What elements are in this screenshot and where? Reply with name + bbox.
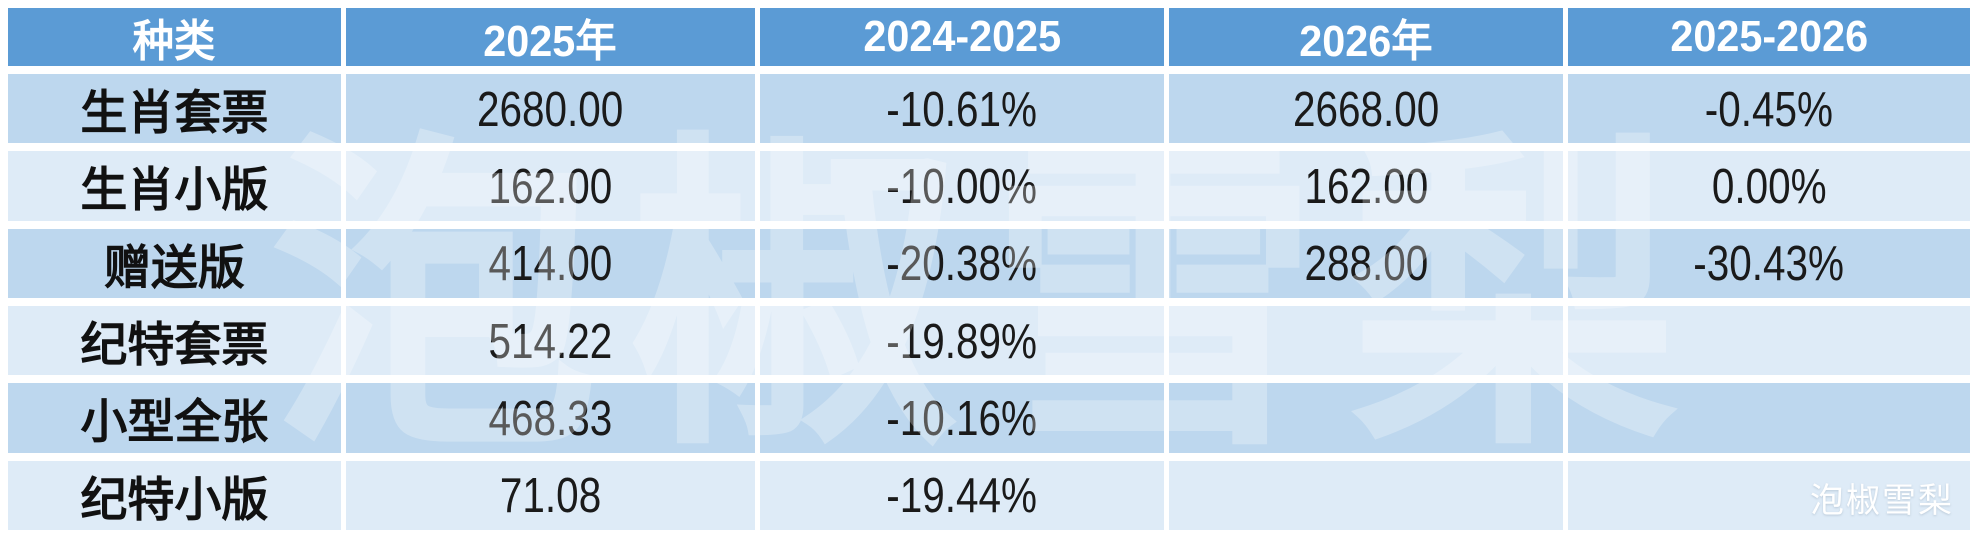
cell-2026-value	[1168, 460, 1563, 530]
column-header-2024-2025: 2024-2025	[759, 8, 1164, 66]
row-category: 纪特套票	[8, 306, 341, 376]
cell-value: 514.22	[488, 313, 613, 369]
row-category: 赠送版	[8, 228, 341, 298]
cell-value: 2668.00	[1292, 81, 1440, 137]
cell-2026-value: 288.00	[1168, 228, 1563, 298]
cell-2024-2025-change: -10.61%	[759, 74, 1164, 144]
column-header-label: 2026年	[1299, 17, 1433, 66]
cell-value: -19.89%	[886, 313, 1038, 369]
author-watermark-label: 泡椒雪梨	[1810, 482, 1954, 520]
cell-value: 71.08	[499, 467, 602, 523]
column-header-label: 2025年	[483, 17, 618, 66]
row-category: 生肖套票	[8, 74, 341, 144]
cell-2026-value	[1168, 383, 1563, 453]
cell-value: 2680.00	[477, 81, 624, 137]
cell-2026-value: 162.00	[1168, 151, 1563, 221]
cell-2024-2025-change: -19.44%	[759, 460, 1164, 530]
cell-2025-2026-change	[1567, 460, 1970, 530]
cell-2025-value: 2680.00	[345, 74, 755, 144]
column-header-label: 2025-2026	[1670, 12, 1868, 61]
price-table: 种类 2025年 2024-2025 2026年 2025-2026 生肖套票 …	[8, 8, 1970, 530]
cell-2025-value: 514.22	[345, 306, 755, 376]
cell-value: 162.00	[1304, 158, 1428, 214]
row-category: 小型全张	[8, 383, 341, 453]
cell-2025-value: 71.08	[345, 460, 755, 530]
cell-2025-value: 468.33	[345, 383, 755, 453]
cell-value: -10.16%	[886, 390, 1038, 446]
cell-2025-2026-change: 0.00%	[1567, 151, 1970, 221]
cell-2024-2025-change: -10.16%	[759, 383, 1164, 453]
cell-value: 288.00	[1304, 235, 1428, 291]
column-header-label: 种类	[133, 17, 216, 66]
row-category: 生肖小版	[8, 151, 341, 221]
cell-2025-2026-change: -30.43%	[1567, 228, 1970, 298]
cell-2025-2026-change: -0.45%	[1567, 74, 1970, 144]
cell-value: -10.00%	[886, 158, 1038, 214]
cell-2024-2025-change: -10.00%	[759, 151, 1164, 221]
column-header-label: 2024-2025	[863, 12, 1061, 61]
cell-2025-value: 414.00	[345, 228, 755, 298]
column-header-category: 种类	[8, 8, 341, 66]
cell-value: 468.33	[488, 390, 613, 446]
cell-value: -30.43%	[1693, 235, 1845, 291]
cell-2025-2026-change	[1567, 306, 1970, 376]
cell-value: 0.00%	[1711, 158, 1827, 214]
column-header-2025: 2025年	[345, 8, 755, 66]
cell-value: 162.00	[488, 158, 613, 214]
cell-2026-value: 2668.00	[1168, 74, 1563, 144]
column-header-2026: 2026年	[1168, 8, 1563, 66]
cell-2026-value	[1168, 306, 1563, 376]
column-header-2025-2026: 2025-2026	[1567, 8, 1970, 66]
cell-2024-2025-change: -20.38%	[759, 228, 1164, 298]
cell-value: 414.00	[488, 235, 613, 291]
cell-2025-value: 162.00	[345, 151, 755, 221]
cell-2025-2026-change	[1567, 383, 1970, 453]
cell-value: -19.44%	[886, 467, 1038, 523]
cell-2024-2025-change: -19.89%	[759, 306, 1164, 376]
row-category: 纪特小版	[8, 460, 341, 530]
cell-value: -20.38%	[886, 235, 1038, 291]
cell-value: -10.61%	[886, 81, 1038, 137]
cell-value: -0.45%	[1704, 81, 1834, 137]
